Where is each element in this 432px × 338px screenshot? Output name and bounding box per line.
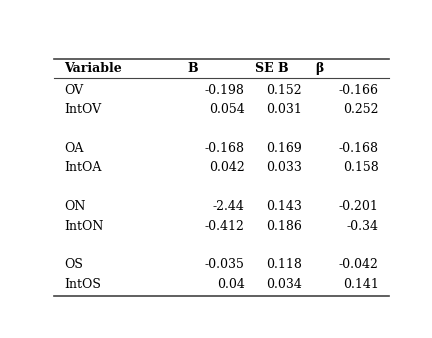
Text: 0.054: 0.054 — [209, 103, 245, 116]
Text: 0.118: 0.118 — [266, 258, 302, 271]
Text: -0.042: -0.042 — [339, 258, 379, 271]
Text: -0.168: -0.168 — [339, 142, 379, 155]
Text: IntOS: IntOS — [64, 278, 101, 291]
Text: -0.34: -0.34 — [347, 220, 379, 233]
Text: -0.166: -0.166 — [339, 84, 379, 97]
Text: ON: ON — [64, 200, 86, 213]
Text: B: B — [188, 62, 199, 75]
Text: 0.143: 0.143 — [266, 200, 302, 213]
Text: OS: OS — [64, 258, 83, 271]
Text: 0.158: 0.158 — [343, 161, 379, 174]
Text: -0.035: -0.035 — [205, 258, 245, 271]
Text: IntON: IntON — [64, 220, 103, 233]
Text: IntOV: IntOV — [64, 103, 101, 116]
Text: 0.033: 0.033 — [266, 161, 302, 174]
Text: 0.042: 0.042 — [209, 161, 245, 174]
Text: Variable: Variable — [64, 62, 122, 75]
Text: OA: OA — [64, 142, 83, 155]
Text: β: β — [315, 62, 324, 75]
Text: 0.169: 0.169 — [266, 142, 302, 155]
Text: 0.252: 0.252 — [343, 103, 379, 116]
Text: OV: OV — [64, 84, 83, 97]
Text: SE B: SE B — [255, 62, 289, 75]
Text: 0.141: 0.141 — [343, 278, 379, 291]
Text: 0.034: 0.034 — [266, 278, 302, 291]
Text: -2.44: -2.44 — [213, 200, 245, 213]
Text: 0.04: 0.04 — [217, 278, 245, 291]
Text: -0.412: -0.412 — [205, 220, 245, 233]
Text: IntOA: IntOA — [64, 161, 102, 174]
Text: -0.201: -0.201 — [339, 200, 379, 213]
Text: 0.152: 0.152 — [266, 84, 302, 97]
Text: -0.168: -0.168 — [205, 142, 245, 155]
Text: 0.031: 0.031 — [266, 103, 302, 116]
Text: 0.186: 0.186 — [266, 220, 302, 233]
Text: -0.198: -0.198 — [205, 84, 245, 97]
